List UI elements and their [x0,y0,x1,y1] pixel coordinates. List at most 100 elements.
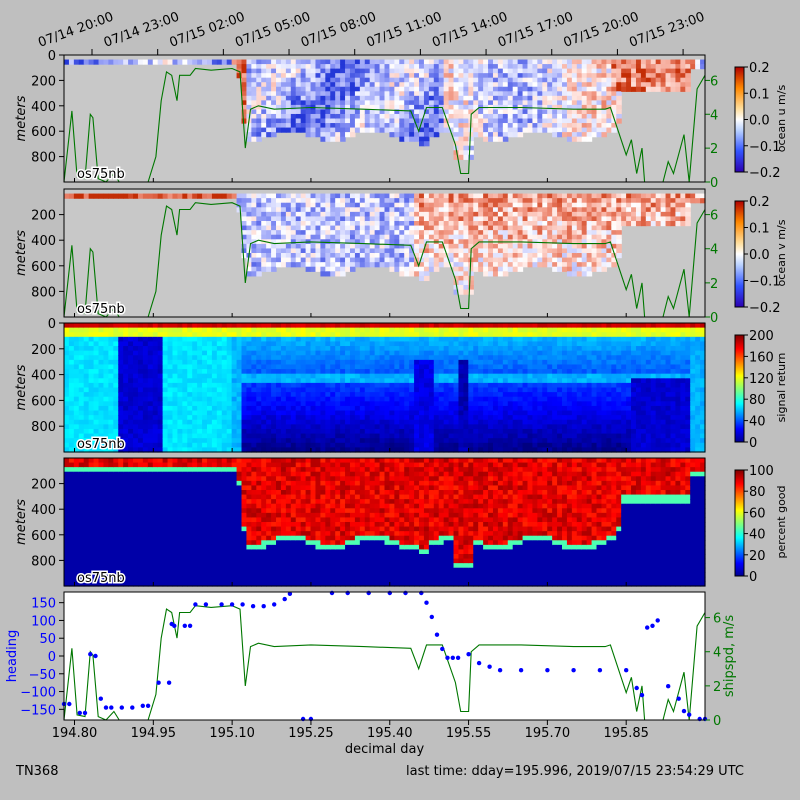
heat-cell [458,257,464,263]
heat-cell [369,243,376,250]
heat-cell [182,392,188,398]
heat-cell [172,332,179,338]
heat-cell [192,401,198,407]
heat-cell [547,64,553,70]
heat-cell [340,132,346,138]
heat-cell [211,350,218,356]
heat-cell [483,257,489,263]
heat-cell [359,364,366,370]
heat-cell [167,364,174,370]
heat-cell [335,266,341,272]
heat-cell [315,91,321,97]
heat-cell [182,405,188,412]
heat-cell [542,234,548,240]
heat-cell [384,77,391,83]
heat-cell [290,59,297,65]
heat-cell [404,82,410,88]
heat-cell [335,369,341,375]
heat-cell [162,327,169,333]
heat-cell [345,350,351,356]
heat-cell [384,123,391,129]
heat-cell [527,127,534,133]
heat-cell [581,216,588,222]
heat-cell [177,433,183,439]
heat-cell [591,91,598,97]
heat-cell [512,109,519,115]
heat-cell [517,216,524,222]
heat-cell [537,95,543,101]
heat-cell [591,109,598,115]
heat-cell [78,364,85,370]
heat-cell [345,355,351,361]
heat-cell [374,225,381,231]
heat-cell [246,378,252,384]
heat-cell [433,91,440,97]
heat-cell [300,109,307,115]
heat-cell [305,225,312,231]
heat-cell [497,271,504,277]
heat-cell [211,346,218,352]
heat-cell [488,253,494,259]
heat-cell [354,193,361,199]
heat-cell [177,401,183,407]
heat-cell [507,243,514,250]
heat-cell [468,262,474,268]
right-tick-label: 2 [710,142,718,157]
heat-cell [236,323,243,329]
heat-cell [93,327,100,333]
heat-cell [64,382,70,389]
heat-cell [231,433,238,439]
heat-cell [532,100,538,106]
heat-cell [507,202,514,208]
heat-cell [340,438,346,444]
heat-cell [423,248,430,254]
heat-cell [113,323,119,329]
heat-cell [611,193,617,199]
heat-cell [542,248,548,254]
heat-cell [488,132,494,138]
heat-cell [433,221,440,227]
heat-cell [206,373,213,379]
heat-cell [389,428,395,435]
heat-cell [88,373,95,379]
heat-cell [285,230,292,236]
heat-cell [394,77,400,83]
heat-cell [345,207,351,213]
heat-cell [532,262,538,268]
heat-cell [68,359,75,366]
heat-cell [231,401,238,407]
heat-cell [394,405,400,412]
heat-cell [202,346,208,352]
heat-cell [98,364,105,370]
heat-cell [409,64,415,70]
heat-cell [276,373,282,379]
heat-cell [123,382,129,389]
heat-cell [404,410,410,416]
heat-cell [483,73,489,79]
heat-cell [468,150,474,156]
heat-cell [458,216,464,222]
heat-cell [68,392,75,398]
heat-cell [261,113,267,120]
heat-cell [280,86,287,92]
heat-cell [586,257,593,263]
heat-cell [271,350,277,356]
heat-cell [438,207,445,213]
heat-cell [172,327,179,333]
heat-cell [246,221,252,227]
heat-cell [616,230,622,236]
heat-cell [502,113,509,120]
heat-cell [246,262,252,268]
heat-cell [78,193,85,199]
heat-cell [660,82,667,88]
y-tick-label: 0 [48,49,56,64]
heat-cell [295,424,302,430]
heat-cell [290,243,297,250]
heat-cell [315,225,321,231]
heat-cell [640,193,647,199]
heat-cell [581,59,588,65]
heat-cell [147,336,154,343]
heat-cell [389,211,395,218]
heat-cell [576,64,583,70]
